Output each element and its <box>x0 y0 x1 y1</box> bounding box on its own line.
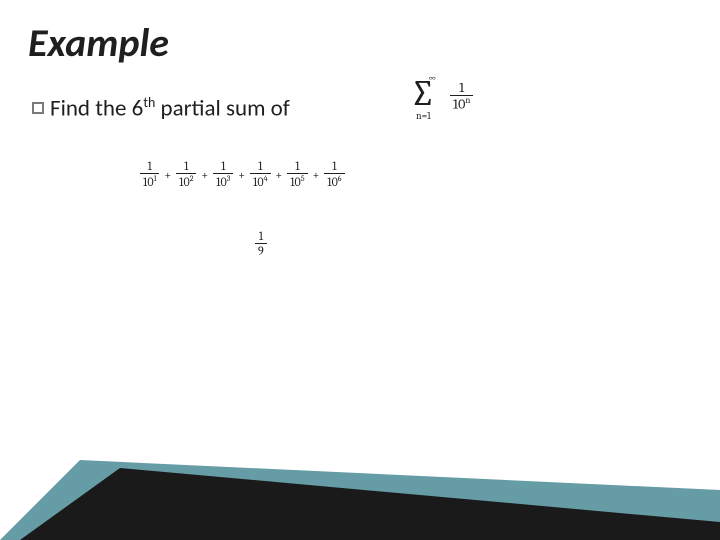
expansion-term: 1103 <box>213 160 233 190</box>
term-num: 1 <box>176 160 196 174</box>
term-den: 103 <box>213 174 233 189</box>
expansion-term: 1101 <box>140 160 159 190</box>
plus-op: + <box>275 168 284 182</box>
expansion-row: 1101+1102+1103+1104+1105+1106 <box>140 160 345 190</box>
plus-op: + <box>237 168 246 182</box>
term-den: 104 <box>250 174 271 189</box>
body-line: Find the 6th partial sum of <box>32 94 290 123</box>
footer-decoration <box>0 450 720 540</box>
sigma-fraction: 1 10n <box>450 80 473 114</box>
body-tail: partial sum of <box>155 95 289 123</box>
plus-op: + <box>312 168 321 182</box>
body-text: Find the 6th partial sum of <box>50 94 290 123</box>
sigma-den-exp: n <box>465 96 470 106</box>
slide: Example Find the 6th partial sum of ∞ ∑ … <box>0 0 720 540</box>
bullet-icon <box>32 102 44 114</box>
term-num: 1 <box>250 160 271 174</box>
term-num: 1 <box>324 160 344 174</box>
term-num: 1 <box>213 160 233 174</box>
body-lead: Find <box>50 95 90 123</box>
plus-op: + <box>163 168 172 182</box>
body-phrase: the 6 <box>95 95 143 123</box>
slide-title: Example <box>28 18 169 67</box>
answer-fraction: 1 9 <box>255 230 267 259</box>
plus-op: + <box>200 168 209 182</box>
expansion-term: 1102 <box>176 160 196 190</box>
term-num: 1 <box>287 160 307 174</box>
term-den: 102 <box>176 174 196 189</box>
expansion-term: 1105 <box>287 160 307 190</box>
answer-num: 1 <box>255 230 267 244</box>
sigma-upper: ∞ <box>428 72 437 84</box>
sigma-lower: n=1 <box>416 110 431 122</box>
body-sup: th <box>143 94 155 111</box>
expansion-term: 1106 <box>324 160 344 190</box>
term-den: 105 <box>287 174 307 189</box>
sigma-den-base: 10 <box>453 96 465 113</box>
sigma-frac-num: 1 <box>450 80 473 96</box>
expansion-term: 1104 <box>250 160 271 190</box>
sigma-frac-den: 10n <box>450 96 473 113</box>
answer-den: 9 <box>255 244 267 258</box>
term-den: 101 <box>140 174 159 189</box>
term-den: 106 <box>324 174 344 189</box>
sigma-expression: ∞ ∑ n=1 1 10n <box>410 76 436 112</box>
term-num: 1 <box>140 160 159 174</box>
